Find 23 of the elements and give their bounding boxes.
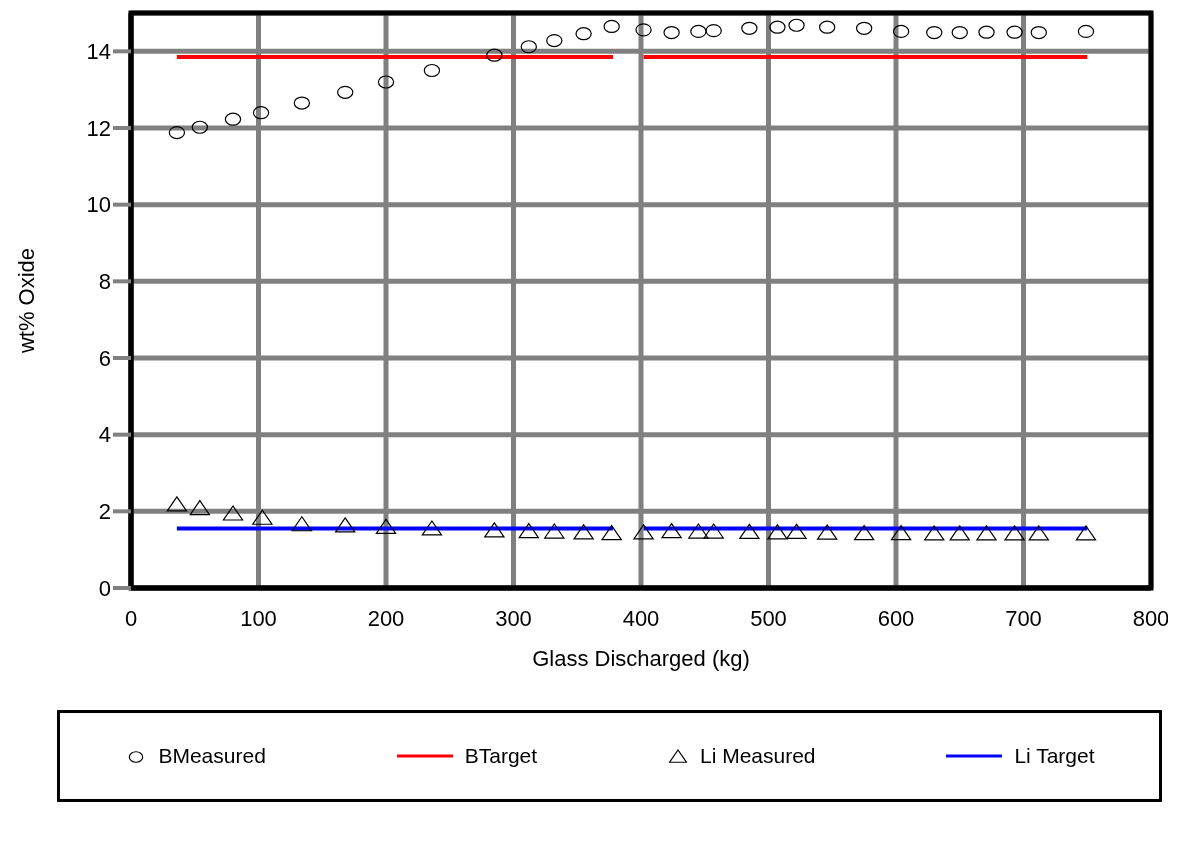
y-tick-label: 4	[98, 422, 111, 448]
x-tick-label: 200	[367, 605, 405, 631]
x-tick-label: 300	[495, 605, 532, 631]
y-tick-label: 12	[86, 115, 111, 141]
x-tick-label: 100	[240, 605, 277, 631]
y-axis-title: wt% Oxide	[13, 247, 39, 355]
legend-label: BTarget	[464, 744, 538, 768]
x-tick-label: 600	[877, 605, 915, 631]
legend-label: Li Measured	[699, 744, 816, 768]
x-tick-label: 0	[124, 605, 138, 631]
x-tick-label: 800	[1132, 605, 1170, 631]
y-tick-label: 8	[98, 269, 111, 295]
x-tick-label: 500	[750, 605, 787, 631]
legend-label: BMeasured	[158, 744, 266, 768]
y-tick-label: 14	[86, 39, 111, 65]
y-tick-label: 0	[98, 575, 111, 601]
y-tick-label: 6	[98, 345, 111, 371]
x-tick-label: 700	[1005, 605, 1042, 631]
y-tick-label: 2	[98, 499, 111, 525]
y-tick-label: 10	[86, 192, 111, 218]
x-tick-label: 400	[622, 605, 660, 631]
x-axis-title: Glass Discharged (kg)	[532, 646, 750, 671]
legend-label: Li Target	[1014, 744, 1095, 768]
